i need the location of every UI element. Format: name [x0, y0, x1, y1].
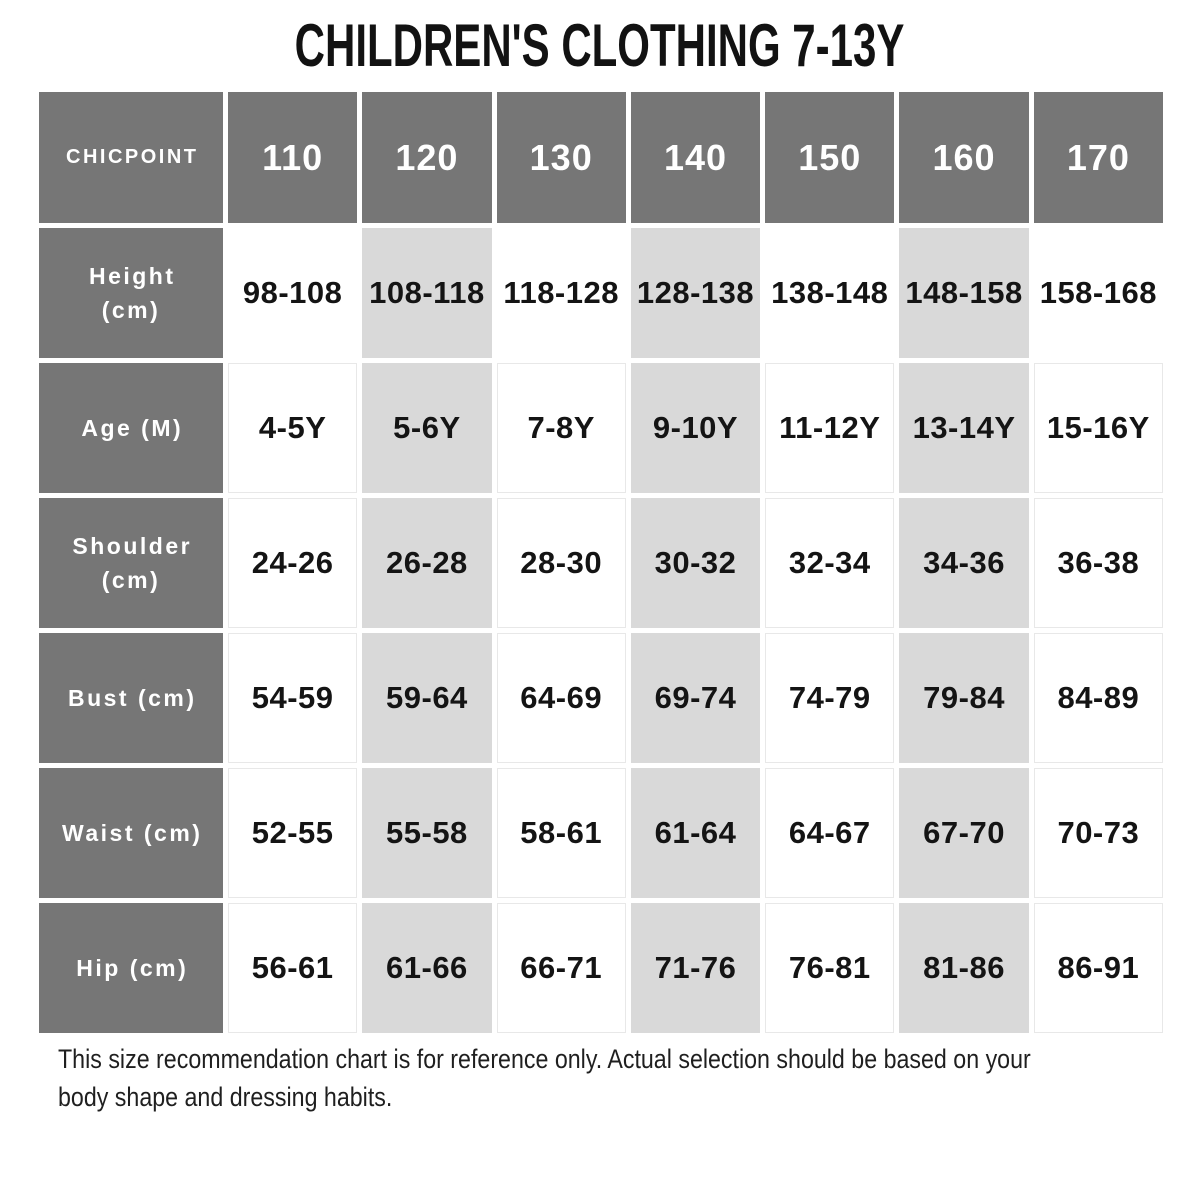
size-header-cell: 140	[630, 92, 761, 223]
data-cell: 158-168	[1033, 228, 1163, 358]
size-header-cell: 110	[228, 92, 358, 223]
data-cell: 84-89	[1033, 633, 1163, 763]
data-cell: 148-158	[899, 228, 1029, 358]
data-cell: 59-64	[362, 633, 492, 763]
data-cell: 81-86	[899, 903, 1029, 1033]
data-cell: 30-32	[630, 498, 761, 628]
size-header-cell: 170	[1033, 92, 1163, 223]
data-cell: 76-81	[765, 903, 895, 1033]
data-cell: 70-73	[1033, 768, 1163, 898]
data-cell: 32-34	[765, 498, 895, 628]
page-title: CHILDREN'S CLOTHING 7-13Y	[295, 11, 905, 79]
data-cell: 61-64	[630, 768, 761, 898]
data-cell: 9-10Y	[630, 363, 761, 493]
data-cell: 54-59	[228, 633, 358, 763]
brand-header-cell: CHICPOINT	[39, 92, 223, 223]
data-cell: 11-12Y	[765, 363, 895, 493]
title-bar: CHILDREN'S CLOTHING 7-13Y	[0, 0, 1200, 90]
size-header-cell: 150	[765, 92, 895, 223]
data-cell: 28-30	[496, 498, 626, 628]
data-cell: 26-28	[362, 498, 492, 628]
disclaimer-line: This size recommendation chart is for re…	[58, 1044, 1031, 1074]
data-cell: 98-108	[228, 228, 358, 358]
data-cell: 61-66	[362, 903, 492, 1033]
data-cell: 128-138	[630, 228, 761, 358]
data-cell: 66-71	[496, 903, 626, 1033]
data-cell: 56-61	[228, 903, 358, 1033]
data-cell: 52-55	[228, 768, 358, 898]
row-label-cell: Age (M)	[39, 363, 223, 493]
data-cell: 69-74	[630, 633, 761, 763]
data-cell: 36-38	[1033, 498, 1163, 628]
data-cell: 5-6Y	[362, 363, 492, 493]
data-cell: 34-36	[899, 498, 1029, 628]
disclaimer-line: body shape and dressing habits.	[58, 1082, 393, 1112]
data-cell: 86-91	[1033, 903, 1163, 1033]
data-cell: 24-26	[228, 498, 358, 628]
data-cell: 64-67	[765, 768, 895, 898]
data-cell: 138-148	[765, 228, 895, 358]
data-cell: 74-79	[765, 633, 895, 763]
size-chart-table: CHICPOINT 110 120 130 140 150 160 170 He…	[39, 92, 1163, 1033]
row-label-cell: Height (cm)	[39, 228, 223, 358]
disclaimer-text: This size recommendation chart is for re…	[58, 1040, 1178, 1116]
row-label-cell: Waist (cm)	[39, 768, 223, 898]
data-cell: 13-14Y	[899, 363, 1029, 493]
size-header-cell: 160	[899, 92, 1029, 223]
data-cell: 118-128	[496, 228, 626, 358]
row-label-cell: Bust (cm)	[39, 633, 223, 763]
data-cell: 64-69	[496, 633, 626, 763]
data-cell: 58-61	[496, 768, 626, 898]
data-cell: 7-8Y	[496, 363, 626, 493]
data-cell: 55-58	[362, 768, 492, 898]
row-label-cell: Shoulder (cm)	[39, 498, 223, 628]
data-cell: 71-76	[630, 903, 761, 1033]
data-cell: 79-84	[899, 633, 1029, 763]
data-cell: 15-16Y	[1033, 363, 1163, 493]
size-header-cell: 120	[362, 92, 492, 223]
data-cell: 108-118	[362, 228, 492, 358]
row-label-cell: Hip (cm)	[39, 903, 223, 1033]
size-header-cell: 130	[496, 92, 626, 223]
data-cell: 67-70	[899, 768, 1029, 898]
data-cell: 4-5Y	[228, 363, 358, 493]
